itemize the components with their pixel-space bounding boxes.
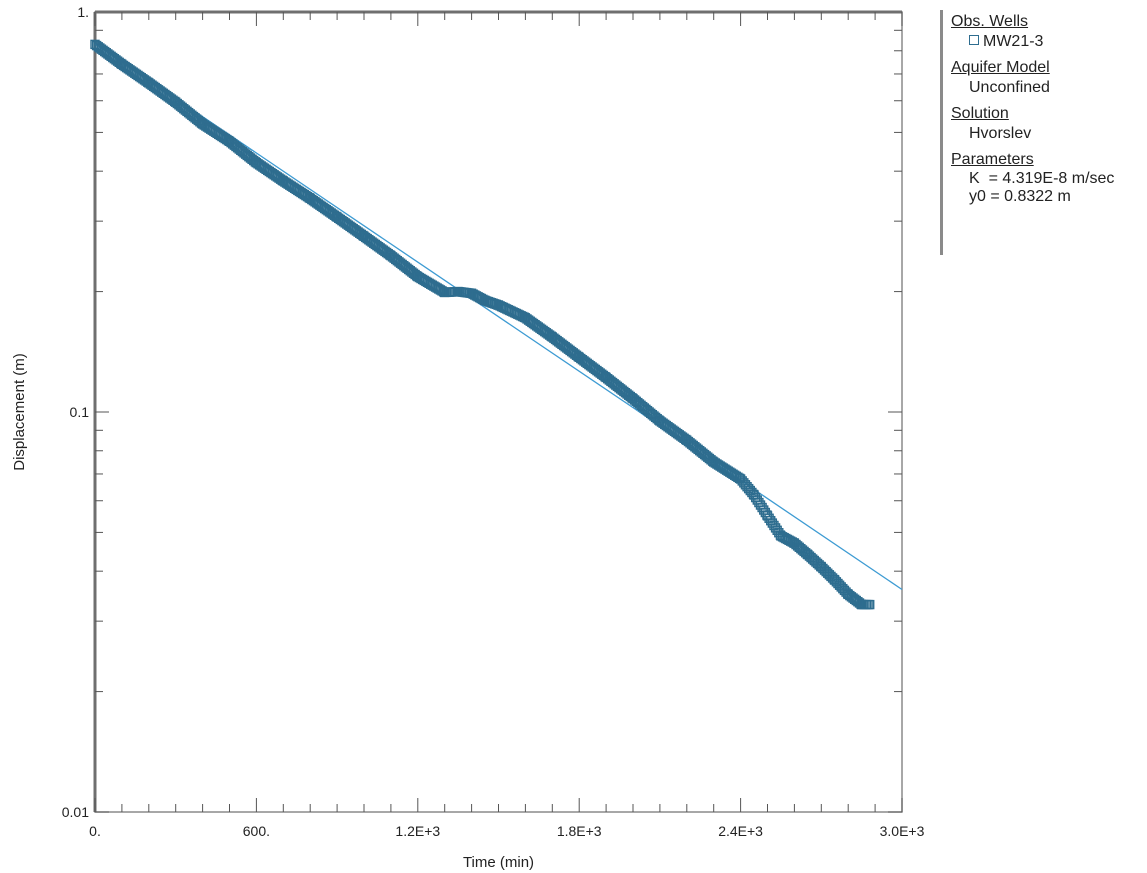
y-tick-label: 0.01 — [62, 804, 89, 820]
y-tick-label: 1. — [77, 4, 89, 20]
data-point — [754, 497, 764, 508]
tick-labels-layer: 0. 600. 1.2E+3 1.8E+3 2.4E+3 3.0E+3 0.01 0.1 1. — [62, 4, 925, 839]
data-point — [755, 500, 766, 510]
y-axis-label: Displacement (m) — [11, 353, 28, 471]
legend-param-k: K = 4.319E-8 m/sec — [969, 170, 1115, 187]
x-tick-label: 1.8E+3 — [557, 823, 602, 839]
x-tick-label: 0. — [89, 823, 101, 839]
legend-parameters-heading: Parameters — [951, 151, 1034, 168]
data-point — [770, 523, 781, 533]
legend-aquifer-model-value: Unconfined — [969, 79, 1050, 96]
data-point — [818, 563, 828, 574]
data-point — [762, 511, 773, 521]
data-point — [749, 490, 759, 500]
data-point — [816, 562, 826, 572]
square-marker-icon — [969, 35, 979, 45]
legend-aquifer-model-heading: Aquifer Model — [951, 59, 1050, 76]
axis-ticks — [94, 12, 903, 813]
legend-param-y0: y0 = 0.8322 m — [969, 188, 1071, 205]
x-tick-label: 3.0E+3 — [880, 823, 925, 839]
data-point — [767, 518, 778, 528]
data-point — [823, 568, 833, 578]
data-points-layer — [90, 39, 875, 610]
legend-panel: Obs. Wells MW21-3 Aquifer Model Unconfin… — [940, 10, 1140, 255]
data-point — [865, 599, 875, 610]
legend-well-entry: MW21-3 — [951, 32, 1140, 52]
data-point — [769, 520, 779, 531]
x-tick-label: 2.4E+3 — [718, 823, 763, 839]
data-point — [750, 492, 761, 503]
data-point — [821, 566, 831, 577]
data-point — [764, 513, 774, 523]
x-tick-label: 1.2E+3 — [395, 823, 440, 839]
legend-obs-wells-heading: Obs. Wells — [951, 13, 1029, 30]
x-axis-label: Time (min) — [463, 854, 534, 871]
data-point — [824, 570, 835, 580]
data-point — [819, 565, 830, 575]
x-tick-label: 600. — [243, 823, 270, 839]
data-point — [752, 495, 762, 505]
data-point — [757, 502, 767, 513]
y-tick-label: 0.1 — [70, 404, 90, 420]
legend-solution-value: Hvorslev — [969, 125, 1032, 142]
legend-well-name: MW21-3 — [983, 33, 1044, 50]
legend-solution-heading: Solution — [951, 105, 1009, 122]
data-point — [766, 515, 776, 526]
